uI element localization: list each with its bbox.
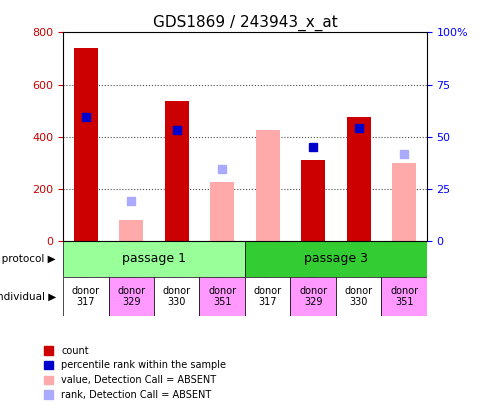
FancyBboxPatch shape <box>63 241 244 277</box>
Text: donor
351: donor 351 <box>389 286 417 307</box>
Bar <box>301 160 324 241</box>
Text: donor
330: donor 330 <box>344 286 372 307</box>
Title: GDS1869 / 243943_x_at: GDS1869 / 243943_x_at <box>152 15 336 31</box>
Bar <box>392 163 415 241</box>
Text: passage 3: passage 3 <box>303 252 367 265</box>
Text: donor
317: donor 317 <box>253 286 281 307</box>
FancyBboxPatch shape <box>153 277 199 316</box>
Text: donor
329: donor 329 <box>299 286 327 307</box>
Legend: count, percentile rank within the sample, value, Detection Call = ABSENT, rank, : count, percentile rank within the sample… <box>44 345 226 400</box>
Text: donor
329: donor 329 <box>117 286 145 307</box>
Text: passage 1: passage 1 <box>122 252 185 265</box>
Bar <box>165 102 188 241</box>
Bar <box>119 220 143 241</box>
FancyBboxPatch shape <box>380 277 426 316</box>
Text: donor
351: donor 351 <box>208 286 236 307</box>
Text: donor
330: donor 330 <box>162 286 190 307</box>
Bar <box>210 182 234 241</box>
Text: growth protocol ▶: growth protocol ▶ <box>0 254 56 264</box>
Text: donor
317: donor 317 <box>72 286 100 307</box>
FancyBboxPatch shape <box>244 241 426 277</box>
FancyBboxPatch shape <box>244 277 290 316</box>
Text: individual ▶: individual ▶ <box>0 291 56 301</box>
FancyBboxPatch shape <box>290 277 335 316</box>
FancyBboxPatch shape <box>63 277 108 316</box>
FancyBboxPatch shape <box>199 277 244 316</box>
Bar <box>255 130 279 241</box>
Bar <box>74 48 97 241</box>
FancyBboxPatch shape <box>335 277 380 316</box>
Bar <box>346 117 370 241</box>
FancyBboxPatch shape <box>108 277 153 316</box>
